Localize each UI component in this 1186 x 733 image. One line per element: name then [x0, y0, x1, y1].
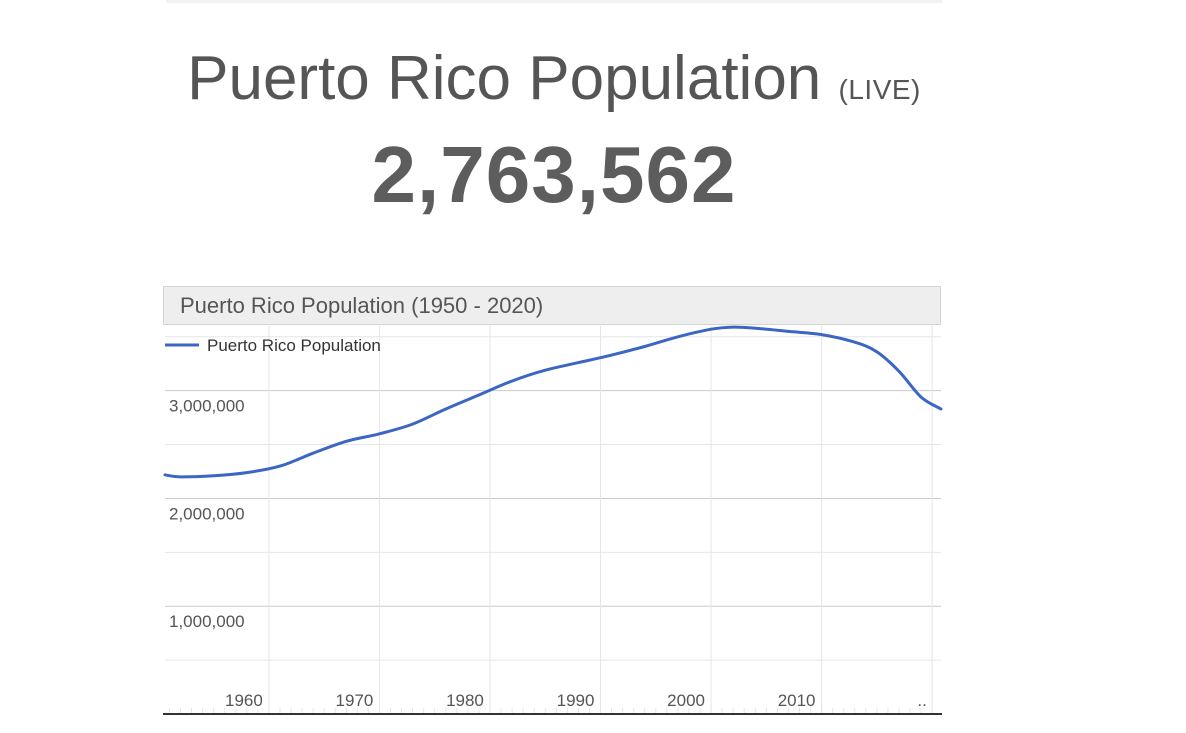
top-divider — [166, 0, 942, 3]
x-tick-label: 1980 — [446, 691, 484, 710]
chart-title: Puerto Rico Population (1950 - 2020) — [180, 293, 544, 318]
x-tick-label: 1960 — [225, 691, 263, 710]
legend-label: Puerto Rico Population — [207, 336, 381, 355]
x-tick-label: 1990 — [557, 691, 595, 710]
series-line-puerto-rico-population — [163, 325, 943, 479]
live-population-counter: 2,763,562 — [371, 130, 737, 219]
x-tick-label: 2000 — [667, 691, 705, 710]
y-tick-label: 3,000,000 — [169, 397, 245, 416]
live-indicator: (LIVE) — [838, 74, 921, 105]
page-title-text: Puerto Rico Population — [187, 44, 822, 113]
x-tick-label: 2010 — [778, 691, 816, 710]
page-title: Puerto Rico Population (LIVE) — [166, 44, 942, 125]
x-tick-more-label: .. — [917, 691, 926, 710]
y-tick-label: 1,000,000 — [169, 612, 245, 631]
y-tick-label: 2,000,000 — [169, 504, 245, 523]
chart-header: Puerto Rico Population (1950 - 2020) — [163, 286, 941, 325]
x-tick-label: 1970 — [336, 691, 374, 710]
